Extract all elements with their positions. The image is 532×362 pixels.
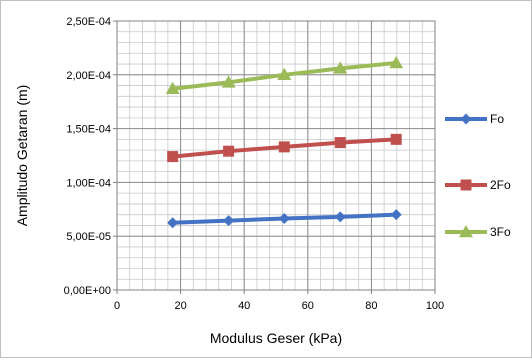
plot-area [117,21,435,290]
data-point-fo [334,211,346,223]
y-tick-label: 1,50E-04 [66,124,111,136]
x-tick-label: 0 [114,300,120,312]
legend-marker-fo [460,113,472,125]
legend: Fo 2Fo 3Fo [445,112,511,239]
data-point-3fo [277,67,292,81]
data-point-fo [167,217,179,229]
data-point-2fo [278,141,290,153]
data-point-3fo [221,75,236,88]
data-point-3fo [333,61,348,74]
y-tick-label: 5,00E-05 [66,231,111,243]
y-axis-title: Amplitudo Getaran (m) [14,85,30,227]
axes: 0 20 40 60 80 100 0,00E+00 5,00E-05 1,00E-04 1,50… [64,16,445,312]
series-layer [165,55,404,229]
plot-border [116,20,436,291]
x-tick-label: 80 [365,300,377,312]
legend-label-fo: Fo [490,112,504,126]
legend-marker-3fo [459,225,473,238]
y-tick-label: 1,00E-04 [66,177,111,189]
data-point-2fo [167,151,179,163]
data-point-fo [223,215,235,227]
legend-label-2fo: 2Fo [490,178,511,192]
data-point-fo [278,212,290,224]
x-tick-label: 60 [302,300,314,312]
data-point-3fo [165,81,180,95]
chart-svg: 0 20 40 60 80 100 0,00E+00 5,00E-05 1,00E-04 1,50… [14,16,511,346]
data-point-3fo [389,55,404,69]
x-tick-label: 40 [238,300,250,312]
y-tick-label: 0,00E+00 [64,285,111,297]
y-tick-label: 2,00E-04 [66,70,111,82]
x-tick-label: 20 [174,300,186,312]
legend-marker-2fo [460,179,472,191]
data-point-2fo [390,133,402,145]
x-tick-label: 100 [426,300,444,312]
legend-label-3fo: 3Fo [490,225,511,239]
data-point-2fo [223,145,235,157]
data-point-fo [390,209,402,221]
y-tick-label: 2,50E-04 [66,16,111,28]
grid [117,21,435,290]
data-point-2fo [334,137,346,149]
x-axis-title: Modulus Geser (kPa) [210,330,342,346]
